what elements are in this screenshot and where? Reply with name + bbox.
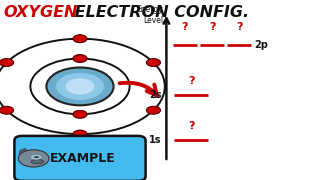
FancyBboxPatch shape	[14, 136, 146, 180]
Circle shape	[73, 130, 87, 138]
Text: OXYGEN: OXYGEN	[3, 5, 77, 20]
Circle shape	[73, 55, 87, 62]
Circle shape	[0, 106, 14, 114]
Wedge shape	[19, 148, 27, 155]
Text: 2s: 2s	[149, 90, 162, 100]
Text: ?: ?	[188, 121, 195, 131]
Text: ?: ?	[209, 22, 215, 32]
Text: ?: ?	[188, 76, 195, 86]
Text: ELECTRON CONFIG.: ELECTRON CONFIG.	[69, 5, 249, 20]
Circle shape	[66, 78, 94, 94]
Text: ?: ?	[181, 22, 188, 32]
Text: 1s: 1s	[149, 135, 162, 145]
Circle shape	[56, 73, 104, 100]
Text: Energy
Level: Energy Level	[136, 5, 163, 25]
Circle shape	[146, 59, 160, 67]
Circle shape	[35, 155, 39, 158]
Circle shape	[146, 106, 160, 114]
Circle shape	[46, 68, 114, 105]
Ellipse shape	[31, 159, 44, 164]
Circle shape	[18, 150, 49, 167]
Circle shape	[73, 35, 87, 43]
Text: 2p: 2p	[254, 40, 268, 50]
Circle shape	[73, 110, 87, 118]
Circle shape	[0, 59, 14, 67]
Text: EXAMPLE: EXAMPLE	[50, 152, 116, 165]
Text: ?: ?	[236, 22, 243, 32]
